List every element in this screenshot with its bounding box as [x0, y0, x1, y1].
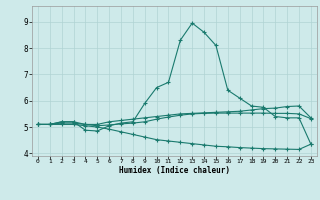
- X-axis label: Humidex (Indice chaleur): Humidex (Indice chaleur): [119, 166, 230, 175]
